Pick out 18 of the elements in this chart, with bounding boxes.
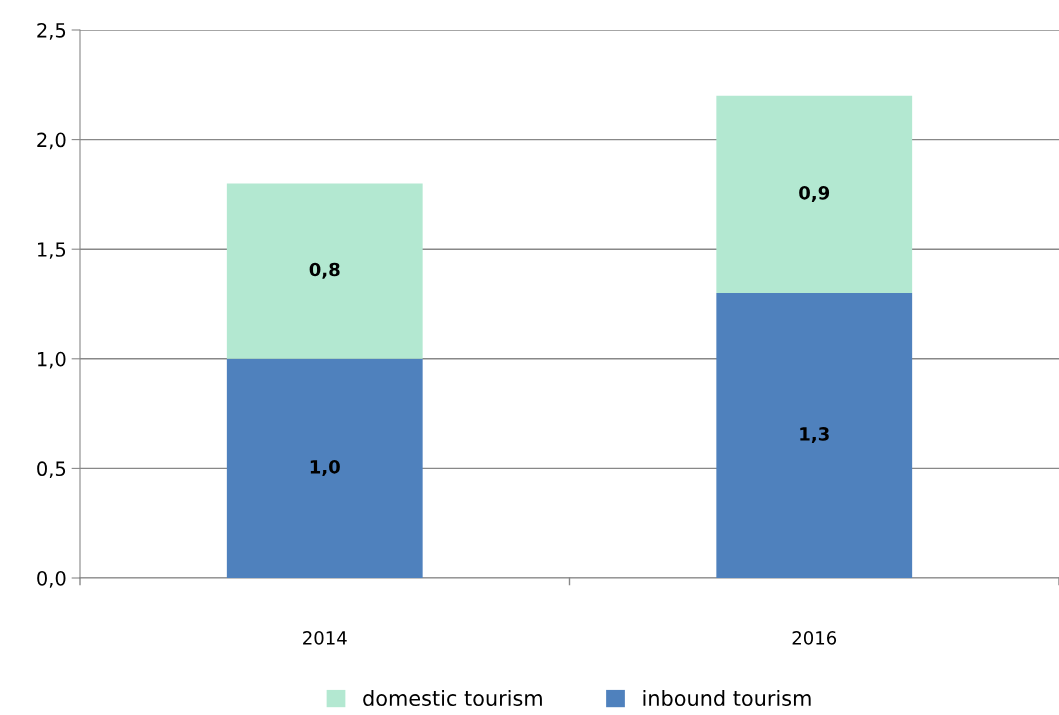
data-label: 1,3 (800, 427, 829, 444)
bar (226, 183, 423, 359)
data-label: 0,8 (309, 262, 340, 279)
y-tick-label: 2,5 (37, 22, 66, 40)
legend-label: inbound tourism (643, 689, 811, 707)
y-tick-label: 1,0 (38, 351, 66, 369)
bar (716, 293, 913, 578)
x-tick-label: 2016 (792, 631, 837, 645)
y-tick-label: 0,5 (37, 461, 66, 479)
data-label: 0,9 (799, 185, 830, 202)
y-tick-label: 0,0 (37, 570, 66, 588)
y-tick-label: 1,5 (38, 242, 66, 259)
bar (716, 95, 913, 294)
data-label: 1,0 (310, 459, 340, 476)
y-tick-label: 2,0 (37, 132, 66, 150)
x-tick-label: 2014 (303, 631, 347, 645)
bar (226, 358, 423, 578)
legend-label: domestic tourism (363, 689, 542, 707)
